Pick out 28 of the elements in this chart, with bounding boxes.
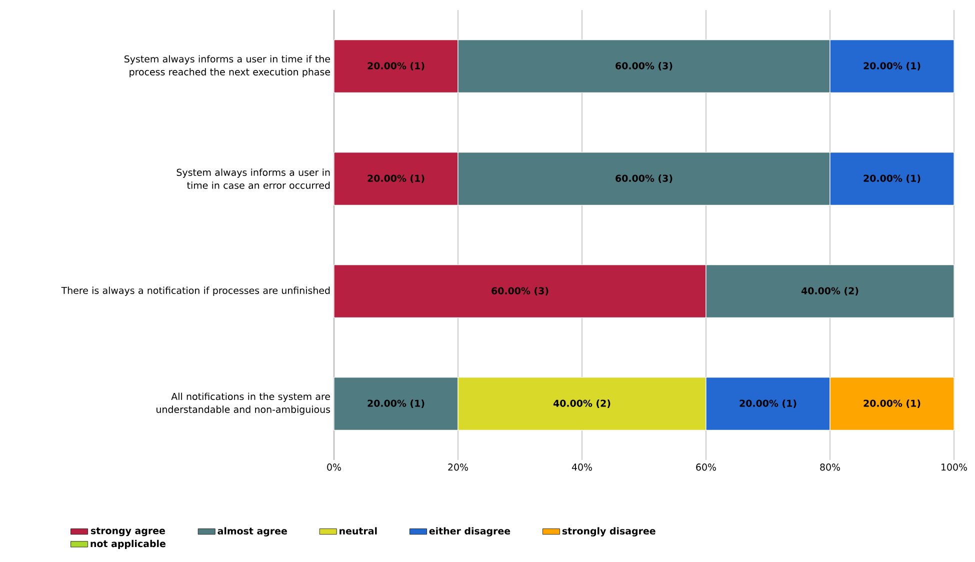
x-tick-label: 20% xyxy=(448,464,468,471)
legend-label: neutral xyxy=(340,527,377,535)
x-tick-label: 40% xyxy=(572,464,592,471)
data-label: 20.00% (1) xyxy=(368,174,424,183)
legend-label: not applicable xyxy=(90,540,166,550)
data-label: 40.00% (2) xyxy=(801,287,858,296)
data-label: 60.00% (3) xyxy=(492,287,548,296)
x-tick-label: 0% xyxy=(327,464,341,471)
data-label: 60.00% (3) xyxy=(616,62,672,70)
data-label: 20.00% (1) xyxy=(864,400,920,408)
data-label: 20.00% (1) xyxy=(864,62,920,70)
data-label: 20.00% (1) xyxy=(864,174,920,183)
legend-label: strongly disagree xyxy=(562,527,656,536)
y-tick-label: System always informs a user in time in case an error occurred xyxy=(176,168,330,189)
x-tick-label: 60% xyxy=(696,464,716,471)
data-label: 60.00% (3) xyxy=(616,174,672,183)
data-label: 40.00% (2) xyxy=(553,400,610,408)
data-label: 20.00% (1) xyxy=(368,62,424,70)
legend-label: either disagree xyxy=(429,527,510,536)
data-label: 20.00% (1) xyxy=(368,400,424,408)
y-tick-label: All notifications in the system are understandable and non-ambiguious xyxy=(156,392,330,415)
data-label: 20.00% (1) xyxy=(740,400,796,408)
x-tick-label: 80% xyxy=(820,464,840,471)
y-tick-label: There is always a notification if processes are unfinished xyxy=(61,286,330,296)
x-tick-label: 100% xyxy=(942,464,968,471)
legend-label: almost agree xyxy=(218,527,287,536)
legend-label: strongy agree xyxy=(90,527,165,536)
y-tick-label: System always informs a user in time if the process reached the next execution phase xyxy=(124,55,330,78)
